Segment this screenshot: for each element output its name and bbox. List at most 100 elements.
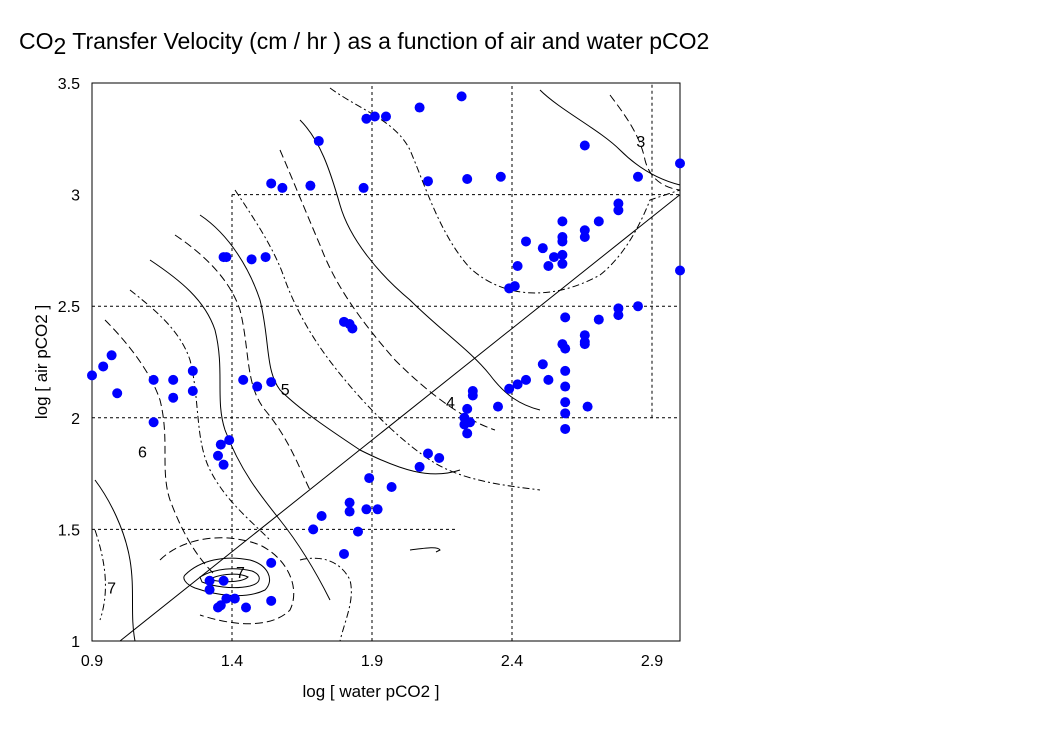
data-point — [613, 205, 624, 216]
data-point — [557, 258, 568, 269]
data-point — [504, 383, 515, 394]
contour-line — [329, 87, 681, 294]
x-tick-label: 1.9 — [361, 653, 383, 670]
data-point — [229, 593, 240, 604]
data-point — [543, 374, 554, 385]
data-point — [344, 506, 355, 517]
data-point — [557, 216, 568, 227]
y-tick-labels: 1 1.5 2 2.5 3 3.5 — [58, 76, 80, 651]
data-point — [218, 459, 229, 470]
contour-label: 7 — [107, 580, 116, 597]
contour-line — [199, 568, 260, 589]
data-point — [339, 548, 349, 559]
data-point — [308, 524, 319, 535]
contour-line — [174, 234, 311, 491]
data-point — [361, 113, 372, 124]
data-point — [462, 173, 473, 184]
data-point — [213, 450, 223, 461]
data-point — [305, 180, 316, 191]
y-tick-label: 2.5 — [58, 299, 80, 316]
data-point — [495, 171, 506, 182]
data-point — [238, 374, 249, 385]
data-point — [364, 473, 375, 484]
contour-line — [279, 149, 496, 431]
data-point — [187, 386, 198, 397]
contour-line — [129, 289, 271, 541]
data-point — [434, 452, 445, 463]
data-point — [372, 504, 383, 515]
chart-title: CO2 Transfer Velocity (cm / hr ) as a fu… — [19, 28, 710, 59]
data-point — [112, 388, 123, 399]
data-point — [560, 397, 571, 408]
data-point — [218, 575, 229, 586]
contour-label: 6 — [138, 444, 147, 461]
data-point — [358, 182, 369, 193]
data-point — [215, 600, 226, 611]
data-point — [414, 102, 425, 113]
y-tick-label: 2 — [71, 411, 80, 428]
data-point — [560, 343, 571, 354]
data-point — [582, 401, 593, 412]
data-point — [98, 361, 109, 372]
data-point — [462, 428, 473, 439]
data-point — [187, 365, 198, 376]
y-tick-label: 3.5 — [58, 76, 80, 93]
data-point — [512, 379, 523, 390]
data-point — [266, 377, 277, 388]
data-point — [560, 365, 571, 376]
y-tick-label: 3 — [71, 188, 80, 205]
x-axis-label: log [ water pCO2 ] — [302, 682, 439, 701]
y-tick-label: 1 — [71, 634, 80, 651]
data-point — [521, 374, 531, 385]
data-point — [106, 350, 117, 361]
data-point — [613, 310, 624, 321]
data-point — [148, 417, 159, 428]
data-point — [168, 374, 179, 385]
contour-line — [183, 557, 270, 597]
data-point — [423, 176, 433, 187]
contour-line — [609, 94, 681, 191]
data-point — [414, 461, 425, 472]
data-point — [266, 557, 277, 568]
x-tick-label: 0.9 — [81, 653, 103, 670]
contour-line — [299, 119, 541, 411]
contour-line — [149, 259, 331, 601]
contour-line — [159, 537, 295, 625]
data-point — [260, 252, 271, 263]
data-point — [521, 236, 531, 247]
data-point — [423, 448, 433, 459]
data-point — [369, 111, 380, 122]
data-point — [633, 171, 643, 182]
data-point — [560, 381, 571, 392]
contour-line — [94, 529, 106, 621]
data-point — [224, 435, 235, 446]
data-point — [493, 401, 503, 412]
data-point — [462, 403, 473, 414]
data-point — [560, 423, 571, 434]
data-point — [87, 370, 97, 381]
data-point — [316, 511, 327, 522]
data-point — [344, 497, 355, 508]
contour-label: 7 — [236, 565, 245, 582]
data-point — [557, 249, 568, 260]
contour-label: 3 — [636, 134, 645, 151]
data-point — [675, 158, 685, 169]
data-point — [579, 140, 590, 151]
data-point — [579, 330, 590, 341]
data-point — [277, 182, 288, 193]
data-point — [168, 392, 179, 403]
x-tick-labels: 0.9 1.4 1.9 2.4 2.9 — [81, 653, 663, 670]
plot-frame — [91, 82, 681, 642]
data-point — [204, 575, 215, 586]
data-point — [215, 439, 226, 450]
data-point — [512, 261, 523, 272]
contour-line — [539, 89, 681, 186]
x-tick-label: 2.9 — [641, 653, 663, 670]
data-point — [560, 408, 571, 419]
data-point — [361, 504, 372, 515]
data-point — [221, 252, 232, 263]
data-point — [313, 136, 324, 147]
data-point — [549, 252, 559, 263]
contour-line — [299, 557, 352, 642]
